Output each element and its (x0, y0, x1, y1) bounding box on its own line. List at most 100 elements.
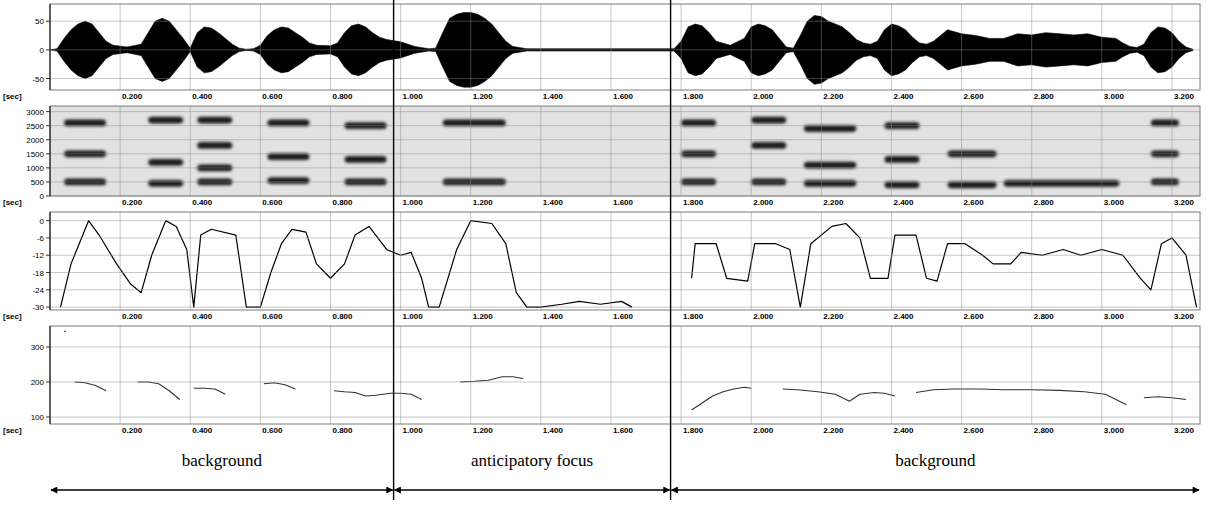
x-grid-line (1101, 326, 1102, 424)
x-grid-line (400, 106, 401, 196)
x-tick-label: 1.200 (473, 312, 494, 321)
plot-background (50, 326, 1200, 424)
grid (50, 212, 1200, 310)
plot-frame (50, 4, 1200, 90)
y-tick-label: 3000 (26, 108, 44, 117)
plot-background (50, 4, 1200, 90)
x-tick-label: 2.600 (964, 426, 985, 435)
segment-label: anticipatory focus (471, 451, 593, 470)
x-tick-label: 1.200 (473, 426, 494, 435)
y-tick-label: 1000 (26, 164, 44, 173)
y-tick-label: 100 (31, 413, 45, 422)
x-grid-line (400, 212, 401, 310)
x-tick-label: 0.400 (192, 312, 213, 321)
y-grid-line (50, 139, 1200, 140)
x-grid-line (1101, 212, 1102, 310)
formant-band (1151, 120, 1179, 127)
x-tick-label: 3.200 (1174, 312, 1195, 321)
y-grid-line (50, 111, 1200, 112)
y-tick-label: -6 (37, 234, 45, 243)
y-tick-label: 0 (40, 192, 45, 201)
y-tick (46, 181, 50, 182)
y-axis (50, 106, 51, 196)
x-grid-line (821, 212, 822, 310)
x-tick-label: 0.600 (262, 426, 283, 435)
panel: 0.2000.4000.6000.8001.0001.2001.4001.600… (3, 326, 1200, 435)
y-tick-label: 500 (31, 178, 45, 187)
x-grid-line (260, 326, 261, 424)
y-tick (46, 139, 50, 140)
segment-arrow (672, 489, 1199, 490)
x-grid-line (610, 4, 611, 90)
x-tick-label: 0.800 (332, 312, 353, 321)
x-grid-line (540, 326, 541, 424)
plot-frame (50, 326, 1200, 424)
x-tick-label: 3.200 (1174, 426, 1195, 435)
x-grid-line (610, 212, 611, 310)
y-tick (46, 49, 50, 50)
y-tick (46, 78, 50, 79)
data-layer (61, 221, 1197, 307)
x-grid-line (1101, 4, 1102, 90)
x-tick-label: 2.000 (753, 426, 774, 435)
x-tick-label: 2.200 (823, 92, 844, 101)
y-grid-line (50, 167, 1200, 168)
x-tick-label: 2.600 (964, 198, 985, 207)
x-grid-line (120, 106, 121, 196)
data-layer (64, 117, 1179, 188)
x-axis-label: [sec] (3, 92, 22, 101)
x-grid-line (751, 4, 752, 90)
x-grid-line (751, 212, 752, 310)
y-grid-line (50, 153, 1200, 154)
x-tick-label: 3.200 (1174, 92, 1195, 101)
x-tick-label: 1.800 (683, 198, 704, 207)
x-grid-line (540, 106, 541, 196)
x-grid-line (751, 326, 752, 424)
x-grid-line (1171, 212, 1172, 310)
y-tick (46, 167, 50, 168)
segment-boundary (670, 0, 671, 500)
x-grid-line (891, 106, 892, 196)
y-tick (46, 237, 50, 238)
x-tick-label: 2.800 (1034, 426, 1055, 435)
segment-arrow (395, 489, 670, 490)
x-grid-line (1171, 106, 1172, 196)
x-tick-label: 2.000 (753, 312, 774, 321)
y-grid-line (50, 21, 1200, 22)
x-tick-label: 2.200 (823, 198, 844, 207)
formant-band (267, 120, 309, 127)
segment-label: background (182, 451, 263, 470)
x-grid-line (751, 106, 752, 196)
y-tick-label: -18 (32, 269, 44, 278)
segment-annotations: backgroundanticipatory focusbackground (51, 0, 1199, 500)
y-tick-label: 2500 (26, 122, 44, 131)
x-tick-label: 1.400 (543, 198, 564, 207)
y-grid-line (50, 417, 1200, 418)
x-axis-label: [sec] (3, 312, 22, 321)
y-grid-line (50, 181, 1200, 182)
x-grid-line (330, 4, 331, 90)
x-tick-label: 0.800 (332, 92, 353, 101)
y-grid-line (50, 272, 1200, 273)
formant-band (267, 177, 309, 184)
formant-band (751, 117, 786, 124)
plot-frame (50, 212, 1200, 310)
y-tick-label: 0 (40, 46, 45, 55)
x-grid-line (470, 4, 471, 90)
panel: 0.2000.4000.6000.8001.0001.2001.4001.600… (3, 106, 1200, 207)
formant-band (884, 181, 919, 188)
x-grid-line (120, 326, 121, 424)
x-tick-label: 0.200 (122, 426, 143, 435)
x-tick-label: 1.000 (403, 312, 424, 321)
curve (64, 331, 1186, 410)
x-grid-line (821, 326, 822, 424)
x-tick-label: 1.000 (403, 92, 424, 101)
x-tick-label: 2.400 (893, 426, 914, 435)
x-tick-label: 2.400 (893, 92, 914, 101)
y-grid-line (50, 382, 1200, 383)
y-tick (46, 382, 50, 383)
formant-band (197, 117, 232, 124)
formant-band (345, 156, 387, 163)
curve (61, 221, 1197, 307)
y-tick (46, 307, 50, 308)
